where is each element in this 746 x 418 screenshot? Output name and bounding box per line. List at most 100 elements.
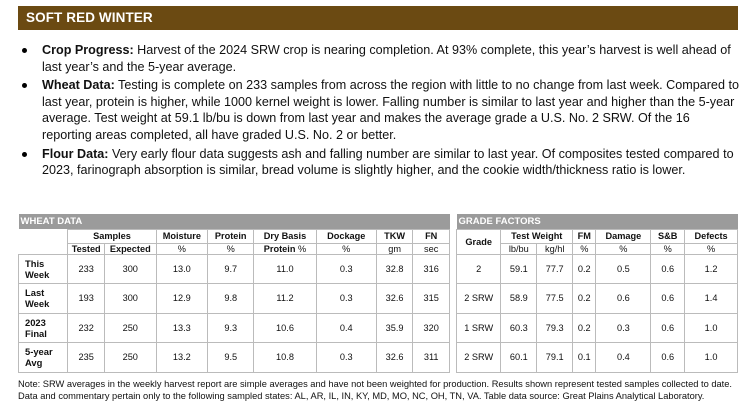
table-row: 2023 Final 232 250 13.3 9.3 10.6 0.4 35.9… [17, 312, 450, 343]
sb-header: S&B [650, 228, 686, 244]
dockage-unit: % [315, 242, 377, 255]
table-row: This Week 233 300 13.0 9.7 11.0 0.3 32.8 … [17, 253, 450, 284]
kghl-header: kg/hl [536, 242, 574, 255]
grade-cell: 2 [455, 253, 502, 284]
drybasis-cell: 11.0 [253, 253, 317, 284]
fn-cell: 316 [412, 253, 450, 284]
moisture-cell: 13.2 [155, 342, 209, 373]
sb-unit: % [650, 242, 686, 255]
grade-factors-table: GRADE FACTORS Grade Test Weight FM Damag… [455, 214, 738, 373]
expected-header: Expected [103, 242, 157, 255]
expected-cell: 250 [103, 312, 157, 343]
table-row: 2 SRW 60.1 79.1 0.1 0.4 0.6 1.0 [455, 342, 738, 373]
expected-cell: 300 [103, 283, 157, 314]
row-label-line: Final [25, 327, 47, 339]
samples-group-header: Samples [67, 228, 157, 244]
wheat-data-table: WHEAT DATA Samples Moisture Protein Dry … [17, 214, 450, 373]
drybasis-unit: % [298, 243, 307, 254]
expected-cell: 300 [103, 253, 157, 284]
lbbu-cell: 59.1 [500, 253, 538, 284]
row-label: 5-year Avg [17, 342, 69, 373]
table-row: 2 59.1 77.7 0.2 0.5 0.6 1.2 [455, 253, 738, 284]
dockage-cell: 0.3 [315, 283, 377, 314]
moisture-cell: 13.0 [155, 253, 209, 284]
defects-cell: 1.0 [684, 342, 738, 373]
damage-unit: % [595, 242, 652, 255]
sb-cell: 0.6 [650, 283, 686, 314]
row-label-line: Avg [25, 357, 43, 369]
bullet-crop-progress: Crop Progress: Harvest of the 2024 SRW c… [18, 42, 740, 75]
defects-cell: 1.4 [684, 283, 738, 314]
row-label-line: 5-year [25, 346, 53, 358]
fn-cell: 320 [412, 312, 450, 343]
bullet-text: Testing is complete on 233 samples from … [42, 78, 739, 142]
kghl-cell: 77.5 [536, 283, 574, 314]
grade-cell: 2 SRW [455, 283, 502, 314]
row-label-line: Week [25, 298, 50, 310]
dockage-cell: 0.4 [315, 312, 377, 343]
tested-cell: 233 [67, 253, 105, 284]
bullet-dot-icon [22, 151, 27, 157]
fm-header: FM [572, 228, 597, 244]
tested-cell: 193 [67, 283, 105, 314]
lbbu-cell: 58.9 [500, 283, 538, 314]
fm-cell: 0.1 [572, 342, 597, 373]
kghl-cell: 79.1 [536, 342, 574, 373]
lbbu-cell: 60.3 [500, 312, 538, 343]
fn-unit: sec [412, 242, 450, 255]
tested-cell: 232 [67, 312, 105, 343]
tkw-cell: 32.6 [375, 283, 414, 314]
defects-header: Defects [684, 228, 738, 244]
test-weight-group-header: Test Weight [500, 228, 574, 244]
moisture-cell: 13.3 [155, 312, 209, 343]
bullet-lead: Flour Data: [42, 146, 109, 161]
protein-cell: 9.3 [207, 312, 255, 343]
grade-cell: 1 SRW [455, 312, 502, 343]
expected-cell: 250 [103, 342, 157, 373]
damage-header: Damage [595, 228, 652, 244]
tkw-cell: 35.9 [375, 312, 414, 343]
tkw-cell: 32.8 [375, 253, 414, 284]
bullet-lead: Crop Progress: [42, 43, 134, 57]
grade-cell: 2 SRW [455, 342, 502, 373]
fn-cell: 315 [412, 283, 450, 314]
protein-cell: 9.5 [207, 342, 255, 373]
kghl-cell: 77.7 [536, 253, 574, 284]
row-label: 2023 Final [17, 312, 69, 343]
moisture-cell: 12.9 [155, 283, 209, 314]
table-row: Last Week 193 300 12.9 9.8 11.2 0.3 32.6 … [17, 283, 450, 314]
tkw-cell: 32.6 [375, 342, 414, 373]
protein-cell: 9.8 [207, 283, 255, 314]
table-row: 5-year Avg 235 250 13.2 9.5 10.8 0.3 32.6… [17, 342, 450, 373]
drybasis-header: Dry Basis [253, 228, 317, 244]
damage-cell: 0.6 [595, 283, 652, 314]
defects-cell: 1.0 [684, 312, 738, 343]
sb-cell: 0.6 [650, 342, 686, 373]
row-label-header [19, 229, 68, 254]
dockage-cell: 0.3 [315, 253, 377, 284]
row-label: This Week [17, 253, 69, 284]
table-row: 1 SRW 60.3 79.3 0.2 0.3 0.6 1.0 [455, 312, 738, 343]
drybasis-subheader-label: Protein [263, 243, 296, 254]
kghl-cell: 79.3 [536, 312, 574, 343]
fm-unit: % [572, 242, 597, 255]
lbbu-header: lb/bu [500, 242, 538, 255]
protein-unit: % [207, 242, 255, 255]
row-label-line: This [25, 257, 45, 269]
grade-table-title: GRADE FACTORS [456, 214, 738, 229]
sb-cell: 0.6 [650, 312, 686, 343]
bullet-dot-icon [22, 48, 27, 53]
drybasis-cell: 11.2 [253, 283, 317, 314]
fm-cell: 0.2 [572, 312, 597, 343]
drybasis-cell: 10.8 [253, 342, 317, 373]
defects-unit: % [684, 242, 738, 255]
bullet-text: Harvest of the 2024 SRW crop is nearing … [42, 43, 731, 74]
tkw-header: TKW [375, 228, 414, 244]
drybasis-cell: 10.6 [253, 312, 317, 343]
sb-cell: 0.6 [650, 253, 686, 284]
damage-cell: 0.3 [595, 312, 652, 343]
bullet-text: Very early flour data suggests ash and f… [42, 146, 734, 178]
tested-header: Tested [67, 242, 105, 255]
summary-bullets: Crop Progress: Harvest of the 2024 SRW c… [18, 42, 740, 181]
bullet-lead: Wheat Data: [42, 78, 115, 93]
